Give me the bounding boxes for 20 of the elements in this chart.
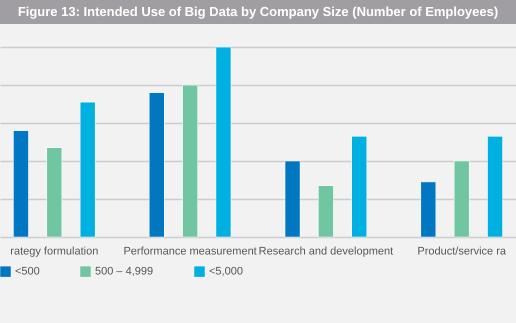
legend-label: <500 — [15, 266, 40, 278]
bar — [216, 46, 232, 238]
bar — [487, 136, 503, 238]
x-tick-label: Research and development — [258, 246, 394, 258]
bar — [46, 147, 62, 238]
legend-label: <5,000 — [209, 266, 243, 278]
bar — [420, 182, 436, 238]
x-tick-label: rategy formulation — [10, 246, 98, 258]
bar — [80, 102, 96, 238]
bar — [284, 160, 300, 238]
x-tick-label: Product/service ra — [417, 246, 507, 258]
bar — [351, 136, 367, 238]
x-tick-label: Performance measurement — [123, 246, 257, 258]
legend-label: 500 – 4,999 — [95, 266, 154, 278]
bar — [454, 160, 470, 238]
bar — [318, 185, 334, 238]
chart-title: Figure 13: Intended Use of Big Data by Company Size (Number of Employees) — [0, 0, 516, 24]
bar — [182, 84, 198, 238]
bar — [13, 130, 29, 238]
bar — [149, 92, 165, 238]
